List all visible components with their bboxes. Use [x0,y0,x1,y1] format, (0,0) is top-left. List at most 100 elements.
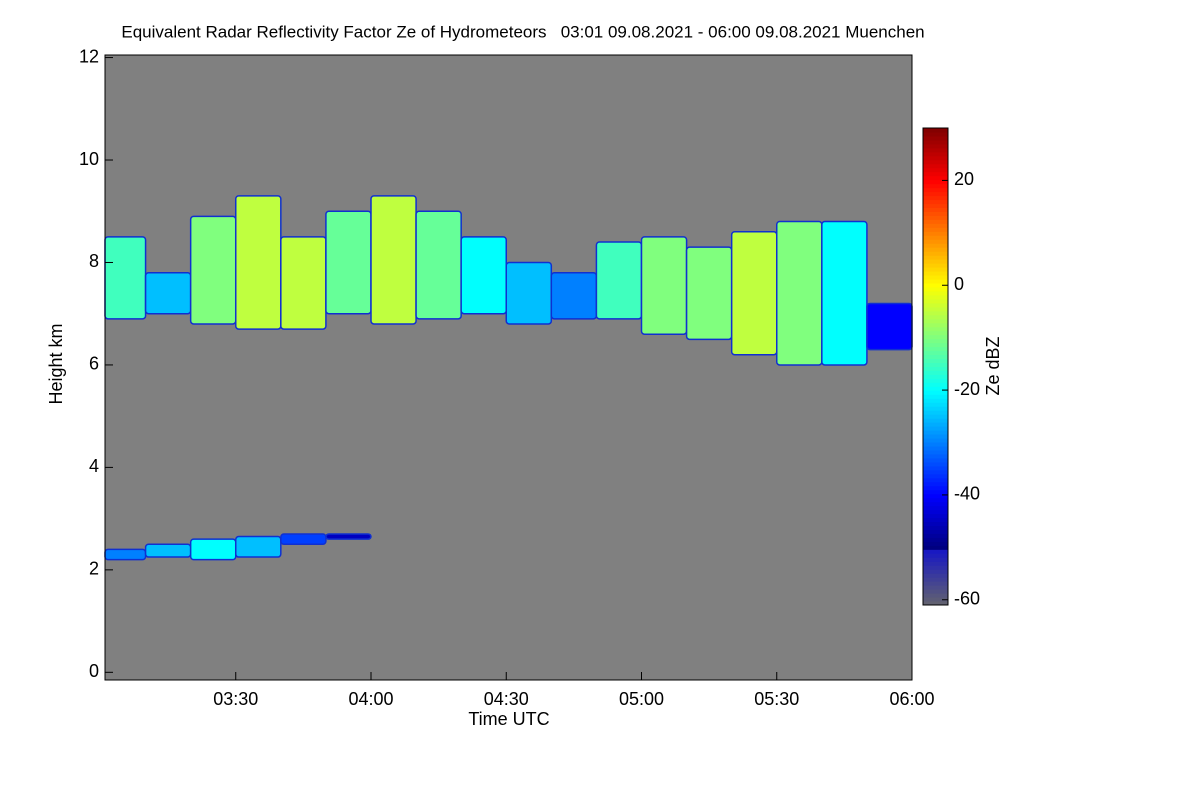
colorbar-slice [923,191,948,197]
colorbar-slice [923,239,948,244]
colorbar-slice [923,294,948,300]
colorbar-slice [923,326,948,332]
colorbar-slice [923,513,948,519]
y-tick-label: 0 [89,661,99,681]
colorbar-slice [923,346,948,352]
colorbar-slice [923,179,948,185]
colorbar-slice [923,561,948,566]
colorbar-slice [923,334,948,340]
colorbar-slice [923,314,948,320]
heatmap-cell [866,302,913,351]
colorbar-slice [923,446,948,451]
colorbar-slice [923,390,948,395]
chart-title: Equivalent Radar Reflectivity Factor Ze … [121,22,924,41]
colorbar-slice [923,386,948,391]
x-tick-label: 04:30 [484,689,529,709]
colorbar-slice [923,139,948,145]
colorbar-slice [923,573,948,578]
colorbar-slice [923,422,948,427]
colorbar-slice [923,541,948,546]
heatmap-cell [640,236,688,335]
colorbar-slice [923,362,948,367]
colorbar-slice [923,271,948,276]
colorbar-slice [923,438,948,443]
colorbar-slice [923,473,948,479]
y-tick-label: 10 [79,149,99,169]
colorbar-slice [923,505,948,511]
y-tick-label: 2 [89,559,99,579]
colorbar-slice [923,509,948,515]
colorbar-slice [923,589,948,594]
colorbar-slice [923,211,948,216]
heatmap-cell [550,271,598,320]
colorbar-slice [923,493,948,499]
colorbar-slice [923,485,948,491]
heatmap-cell [325,533,372,540]
colorbar-slice [923,310,948,316]
y-axis-label: Height km [46,323,66,404]
colorbar-slice [923,565,948,570]
colorbar-slice [923,382,948,387]
colorbar-slice [923,525,948,530]
colorbar-slice [923,465,948,471]
colorbar-slice [923,533,948,538]
colorbar-slice [923,302,948,308]
heatmap-cell [325,210,372,315]
plot-frame [104,54,913,681]
colorbar-slice [923,147,948,153]
colorbar-slice [923,251,948,256]
colorbar-slice [923,545,948,550]
colorbar-slice [923,569,948,574]
colorbar-slice [923,318,948,324]
colorbar-slice [923,557,948,562]
colorbar-slice [923,402,948,407]
colorbar-slice [923,354,948,360]
colorbar-slice [923,398,948,403]
colorbar-slice [923,517,948,523]
colorbar-slice [923,597,948,602]
colorbar-slice [923,215,948,220]
colorbar-slice [923,330,948,336]
heatmap-cell [460,236,507,315]
colorbar-slice [923,163,948,169]
heatmap-cell [144,543,192,558]
colorbar-slice [923,593,948,598]
colorbar-slice [923,235,948,240]
colorbar-slice [923,453,948,459]
colorbar-slice [923,358,948,364]
colorbar-slice [923,442,948,447]
heatmap-cell [144,271,192,315]
colorbar-slice [923,406,948,411]
heatmap-cell [234,535,282,558]
colorbar-slice [923,481,948,487]
x-tick-label: 05:30 [754,689,799,709]
colorbar-slice [923,370,948,375]
colorbar-slice [923,195,948,201]
colorbar-slice [923,434,948,439]
colorbar-slice [923,159,948,165]
heatmap-cell [234,195,282,330]
colorbar-slice [923,497,948,503]
colorbar-slice [923,231,948,236]
heatmap-cell [104,548,147,561]
colorbar-slice [923,199,948,205]
colorbar-slice [923,457,948,463]
colorbar-label: Ze dBZ [983,336,1003,395]
colorbar-slice [923,322,948,328]
heatmap-cell [415,210,462,320]
y-tick-label: 12 [79,46,99,66]
colorbar-slice [923,267,948,272]
colorbar-slice [923,131,948,137]
colorbar-slice [923,219,948,224]
colorbar-slice [923,128,948,133]
colorbar-slice [923,350,948,356]
heatmap-cell [370,195,417,325]
colorbar-slice [923,418,948,423]
heatmap-cell [685,246,733,341]
colorbar-slice [923,461,948,467]
y-tick-label: 4 [89,456,99,476]
colorbar-slice [923,469,948,475]
colorbar-slice [923,306,948,312]
colorbar-slice [923,175,948,181]
colorbar-tick-label: 0 [954,274,964,294]
